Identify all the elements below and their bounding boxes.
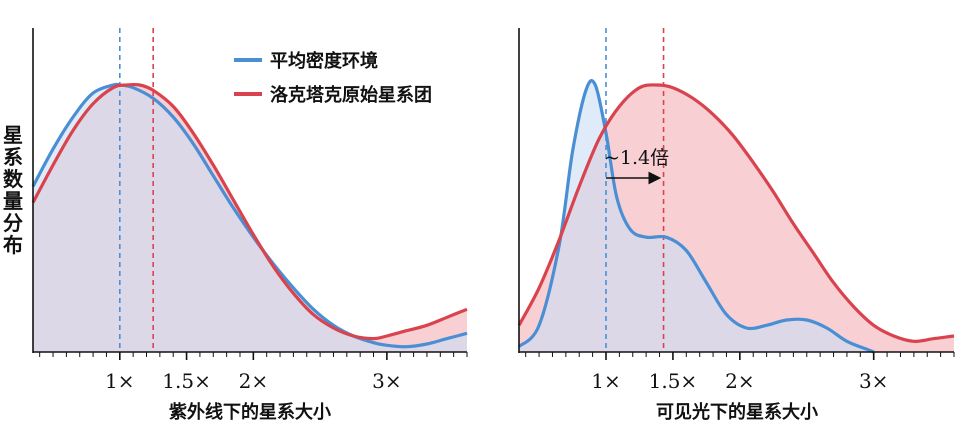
right-tick-label: 1× — [591, 369, 620, 393]
right-tick-label: 2× — [725, 369, 754, 393]
left-tick-label: 2× — [239, 369, 268, 393]
right-tick-label: 1.5× — [649, 369, 698, 393]
legend: 平均密度环境 洛克塔克原始星系团 — [234, 50, 432, 106]
right-panel: 1× 1.5× 2× 3× ~1.4倍 — [517, 28, 955, 393]
right-x-axis-label: 可见光下的星系大小 — [656, 401, 818, 423]
right-series-blue — [517, 79, 875, 354]
left-series-blue — [31, 82, 468, 349]
left-series-red — [31, 82, 468, 341]
left-area-blue — [33, 84, 467, 352]
right-tick-label: 3× — [859, 369, 888, 393]
right-annotation-text: ~1.4倍 — [604, 147, 669, 169]
left-tick-label: 1.5× — [162, 369, 211, 393]
left-panel: 1× 1.5× 2× 3× — [31, 28, 468, 393]
legend-label-blue: 平均密度环境 — [270, 50, 378, 72]
left-tick-label: 1× — [105, 369, 134, 393]
y-axis-label: 星系数量分布 — [3, 123, 23, 257]
legend-label-red: 洛克塔克原始星系团 — [270, 84, 432, 106]
left-x-axis-label: 紫外线下的星系大小 — [169, 401, 331, 423]
right-series-red — [517, 83, 955, 343]
left-tick-label: 3× — [372, 369, 401, 393]
